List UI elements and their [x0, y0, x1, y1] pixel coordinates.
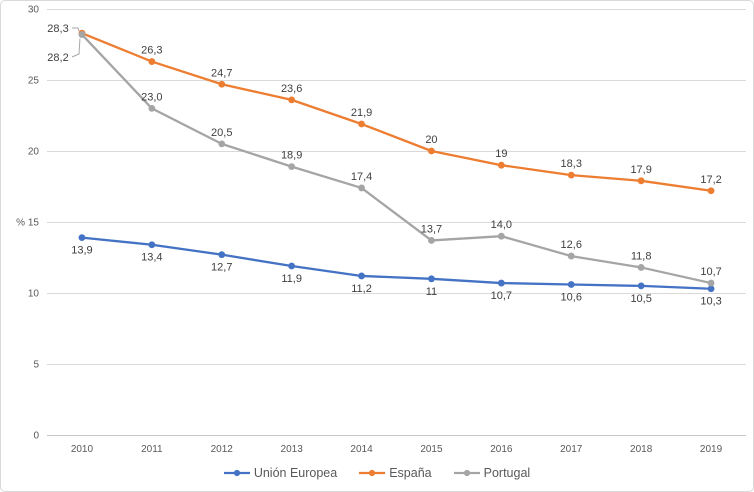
y-tick-label-15: 15: [28, 218, 40, 229]
data-label: 28,3: [47, 23, 68, 35]
data-label: 17,9: [630, 164, 651, 176]
x-tick-label-2015: 2015: [420, 444, 443, 455]
data-label: 12,7: [211, 262, 232, 274]
data-label: 23,6: [281, 83, 302, 95]
data-point-2011: [148, 241, 156, 249]
data-point-2016: [497, 279, 505, 287]
data-label: 11,8: [631, 250, 652, 262]
data-label: 11,2: [351, 283, 372, 295]
data-point-2013: [288, 262, 296, 270]
data-label: 17,2: [700, 174, 721, 186]
legend-label: Portugal: [483, 466, 531, 480]
data-label: 18,9: [281, 150, 302, 162]
data-point-2014: [358, 272, 365, 280]
x-tick-label-2016: 2016: [490, 444, 513, 455]
data-label: 10,7: [491, 290, 512, 302]
data-point-2011: [148, 58, 156, 65]
label-leader-line: [72, 27, 80, 32]
x-tick-label-2014: 2014: [350, 444, 373, 455]
data-point-2019: [707, 279, 715, 287]
data-point-2019: [707, 285, 715, 293]
data-point-2018: [637, 264, 645, 271]
legend-item-portugal: Portugal: [453, 466, 531, 480]
data-point-2010: [78, 234, 86, 242]
data-label: 26,3: [141, 45, 162, 57]
data-label: 20: [425, 134, 437, 146]
data-label: 19: [495, 148, 507, 160]
data-label: 14,0: [491, 219, 512, 231]
data-label: 11,9: [281, 273, 302, 285]
label-leader-line: [71, 38, 81, 58]
data-point-2012: [218, 80, 226, 88]
data-label: 13,7: [421, 223, 442, 235]
data-point-2018: [637, 282, 645, 290]
data-label: 13,4: [141, 252, 162, 264]
data-point-2014: [358, 184, 365, 192]
x-tick-label-2017: 2017: [560, 444, 583, 455]
data-label: 28,2: [47, 52, 68, 64]
series-unión-europea: [78, 234, 715, 293]
series-line: [80, 31, 713, 192]
x-tick-label-2019: 2019: [700, 444, 723, 455]
legend-line-marker-icon: [453, 469, 480, 477]
data-point-2017: [567, 281, 575, 288]
data-point-2015: [428, 147, 435, 155]
data-label: 17,4: [351, 171, 372, 183]
data-point-2018: [637, 177, 645, 185]
y-tick-label-5: 5: [33, 360, 39, 371]
data-point-2012: [218, 251, 226, 259]
data-point-2015: [428, 237, 435, 244]
y-tick-label-10: 10: [28, 289, 40, 300]
data-point-2016: [497, 232, 505, 240]
data-point-2015: [428, 275, 435, 283]
y-tick-label-0: 0: [33, 431, 39, 442]
x-tick-label-2018: 2018: [630, 444, 653, 455]
series-españa: [78, 29, 715, 195]
data-label: 10,6: [561, 291, 582, 303]
data-label: 18,3: [561, 158, 582, 170]
data-point-2010: [78, 31, 86, 38]
y-tick-label-30: 30: [28, 5, 40, 16]
data-label: 10,5: [630, 293, 651, 305]
data-point-2017: [567, 252, 575, 260]
data-point-2019: [707, 187, 715, 195]
data-point-2012: [218, 140, 226, 148]
data-point-2013: [288, 163, 296, 171]
data-point-2017: [567, 171, 575, 179]
series-line: [80, 33, 713, 285]
legend-line-marker-icon: [359, 469, 386, 477]
y-tick-label-25: 25: [28, 76, 40, 87]
data-label: 11: [426, 286, 437, 298]
legend-item-unión-europea: Unión Europea: [223, 466, 338, 480]
y-tick-label-20: 20: [28, 147, 40, 158]
data-label: 24,7: [211, 67, 232, 79]
data-label: 10,3: [700, 296, 721, 308]
x-tick-label-2011: 2011: [141, 444, 163, 455]
y-axis-unit-label: %: [16, 218, 25, 229]
x-tick-label-2013: 2013: [281, 444, 304, 455]
data-point-2014: [358, 120, 365, 128]
legend-item-españa: España: [359, 466, 432, 480]
data-label: 20,5: [211, 127, 232, 139]
data-label: 21,9: [351, 107, 372, 119]
data-label: 10,7: [700, 266, 721, 278]
legend-label: Unión Europea: [253, 466, 338, 480]
data-point-2016: [497, 161, 505, 169]
x-tick-label-2010: 2010: [71, 444, 94, 455]
series-line: [80, 236, 713, 290]
x-tick-label-2012: 2012: [211, 444, 234, 455]
data-label: 13,9: [71, 245, 92, 257]
data-label: 23,0: [141, 91, 162, 103]
data-point-2013: [288, 96, 296, 104]
legend-line-marker-icon: [223, 469, 250, 477]
series-portugal: [78, 31, 715, 287]
data-point-2011: [148, 105, 156, 112]
legend-label: España: [389, 466, 432, 480]
data-label: 12,6: [561, 239, 582, 251]
chart-legend: Unión Europea España Portugal: [1, 458, 753, 488]
